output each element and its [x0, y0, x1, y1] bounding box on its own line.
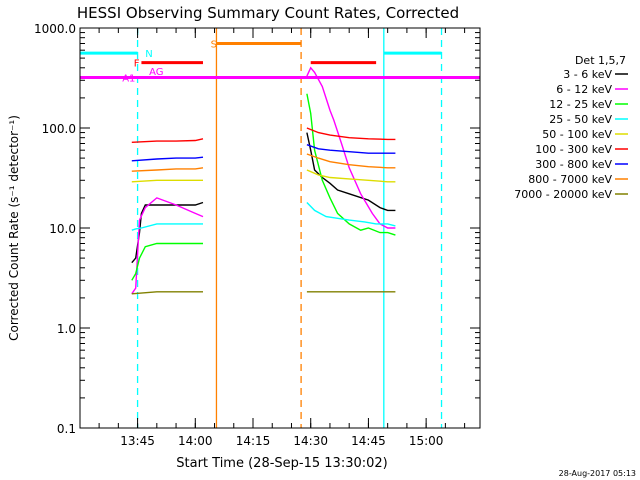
- plot-timestamp: 28-Aug-2017 05:13: [559, 469, 636, 478]
- series-8-segment-0: [131, 291, 203, 295]
- x-tick-label: 14:15: [236, 434, 271, 448]
- legend-label-8: 7000 - 20000 keV: [514, 188, 612, 201]
- x-tick-label: 14:30: [293, 434, 328, 448]
- legend-label-4: 50 - 100 keV: [542, 128, 612, 141]
- series-0-segment-0: [131, 201, 204, 264]
- y-tick-label: 10.0: [49, 222, 76, 236]
- chart-title: HESSI Observing Summary Count Rates, Cor…: [77, 4, 459, 22]
- y-axis-label: Corrected Count Rate (s⁻¹ detector⁻¹): [7, 115, 21, 341]
- legend-label-7: 800 - 7000 keV: [528, 173, 612, 186]
- series-1-segment-0: [131, 197, 204, 295]
- legend-label-6: 300 - 800 keV: [535, 158, 612, 171]
- legend-label-0: 3 - 6 keV: [563, 68, 612, 81]
- series-5-segment-0: [131, 138, 204, 143]
- x-tick-label: 14:00: [178, 434, 213, 448]
- legend-label-3: 25 - 50 keV: [549, 113, 612, 126]
- legend-label-2: 12 - 25 keV: [549, 98, 612, 111]
- y-tick-label: 100.0: [42, 122, 76, 136]
- x-tick-label: 13:45: [120, 434, 155, 448]
- state-label-s: S: [211, 39, 217, 50]
- y-tick-label: 1.0: [57, 322, 76, 336]
- legend: 3 - 6 keV 6 - 12 keV 12 - 25 keV 25 - 50 ke…: [514, 68, 628, 201]
- series-7-segment-1: [306, 153, 396, 169]
- series-1-segment-1: [306, 66, 396, 229]
- series-7-segment-0: [131, 167, 204, 172]
- legend-title: Det 1,5,7: [575, 54, 626, 67]
- series-6-segment-1: [306, 144, 396, 154]
- series-5-segment-1: [306, 127, 396, 141]
- x-tick-label: 15:00: [409, 434, 444, 448]
- legend-label-5: 100 - 300 keV: [535, 143, 612, 156]
- state-label-n: N: [145, 49, 152, 60]
- series-3-segment-0: [131, 223, 203, 231]
- plot-area: [80, 28, 480, 428]
- series-4-segment-0: [131, 179, 203, 183]
- y-tick-label: 1000.0: [34, 22, 76, 36]
- series-2-segment-0: [131, 242, 203, 281]
- state-label-f: F: [134, 59, 140, 70]
- series-0-segment-1: [306, 132, 396, 212]
- series-6-segment-0: [131, 156, 204, 162]
- state-label-ag: AG: [149, 67, 163, 78]
- series-4-segment-1: [306, 169, 396, 183]
- state-label-a1: A1: [122, 73, 135, 84]
- y-tick-label: 0.1: [57, 422, 76, 436]
- legend-label-1: 6 - 12 keV: [556, 83, 612, 96]
- x-axis-label: Start Time (28-Sep-15 13:30:02): [176, 456, 387, 471]
- x-tick-label: 14:45: [351, 434, 386, 448]
- series-3-segment-1: [306, 202, 396, 227]
